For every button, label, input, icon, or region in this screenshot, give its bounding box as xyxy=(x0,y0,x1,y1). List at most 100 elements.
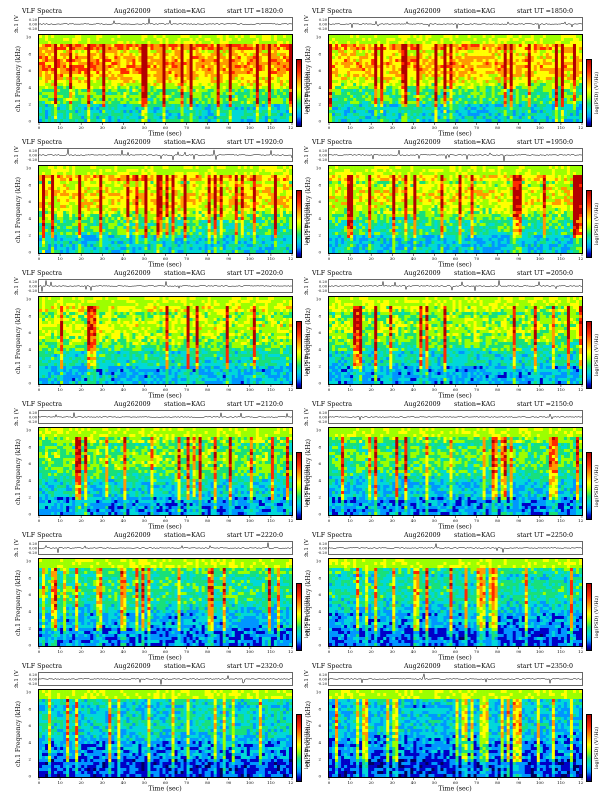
spectrogram-cell xyxy=(48,95,52,99)
spectrogram-cell xyxy=(395,56,399,60)
spectrogram-cell xyxy=(332,92,336,96)
spectrogram-cell xyxy=(572,56,577,60)
spectrogram-cell xyxy=(389,107,393,111)
spectrogram-cell xyxy=(464,68,468,72)
spectrogram-cell xyxy=(105,68,109,72)
spectrogram-cell xyxy=(153,113,157,117)
spectrogram-cell xyxy=(165,86,169,90)
spectrogram-cell xyxy=(446,77,450,81)
spectrogram-cell xyxy=(434,56,438,60)
spectrogram-cell xyxy=(219,38,224,42)
spectrogram-cell xyxy=(557,110,562,114)
spectrogram-cell xyxy=(162,119,166,122)
spectrogram-cell xyxy=(347,74,351,78)
spectrogram-cell xyxy=(347,80,351,84)
spectrogram-cell xyxy=(135,65,139,69)
spectrogram-cell xyxy=(63,89,67,93)
spectrogram-cell xyxy=(123,92,127,96)
spectrogram-cell xyxy=(237,83,242,87)
spectrogram-cell xyxy=(237,65,242,69)
spectrogram-cell xyxy=(332,80,336,84)
spectrogram-cell xyxy=(273,113,278,117)
spectrogram-cell xyxy=(419,56,423,60)
spectrogram-cell xyxy=(258,113,263,117)
spectrogram-cell xyxy=(452,68,456,72)
spectrogram-cell xyxy=(515,98,520,102)
spectrogram-cell xyxy=(261,53,266,57)
spectrogram-cell xyxy=(69,92,73,96)
x-tick-label: 50 xyxy=(432,125,438,130)
spectrogram-cell xyxy=(117,77,121,81)
spectrogram-cell xyxy=(222,62,227,66)
spectrogram-cell xyxy=(264,110,269,114)
spectrogram-cell xyxy=(512,74,517,78)
spectrogram-cell xyxy=(288,83,292,87)
spectrogram-cell xyxy=(455,77,459,81)
spectrogram-cell xyxy=(51,86,55,90)
spectrogram-cell xyxy=(536,89,541,93)
spectrogram-cell xyxy=(120,41,124,45)
spectrogram-cell xyxy=(455,101,459,105)
spectrogram-cell xyxy=(153,80,157,84)
spectrogram-cell xyxy=(72,74,76,78)
spectrogram-cell xyxy=(111,44,115,48)
spectrogram-cell xyxy=(234,38,239,42)
colorbar xyxy=(296,59,302,127)
spectrogram-cell xyxy=(252,92,257,96)
spectrogram-cell xyxy=(452,86,456,90)
spectrogram-cell xyxy=(536,116,541,120)
spectrogram-cell xyxy=(371,53,375,57)
spectrogram-cell xyxy=(551,98,556,102)
spectrogram-cell xyxy=(168,86,172,90)
spectrogram-cell xyxy=(359,38,363,42)
spectrogram-cell xyxy=(198,47,202,51)
spectrogram-cell xyxy=(90,86,94,90)
spectrogram-cell xyxy=(240,41,245,45)
spectrogram-cell xyxy=(452,110,456,114)
spectrogram-cell xyxy=(129,119,133,122)
spectrogram-cell xyxy=(144,95,148,99)
spectrogram-cell xyxy=(54,95,58,99)
spectrogram-cell xyxy=(461,77,465,81)
spectrogram-cell xyxy=(123,35,127,39)
spectrogram-cell xyxy=(222,44,227,48)
spectrogram-cell xyxy=(368,59,372,63)
wave-ylabel: ch.1 (V) xyxy=(303,15,310,33)
spectrogram-cell xyxy=(341,113,345,117)
spectrogram-cell xyxy=(521,59,526,63)
spectrogram-cell xyxy=(362,62,366,66)
spectrogram-cell xyxy=(222,47,227,51)
spectrogram-cell xyxy=(560,65,565,69)
spectrogram-cell xyxy=(560,44,565,48)
spectrogram-cell xyxy=(389,53,393,57)
spectrogram-cell xyxy=(449,74,453,78)
spectrogram-cell xyxy=(237,71,242,75)
spectrogram-cell xyxy=(273,116,278,120)
spectrogram-cell xyxy=(90,38,94,42)
spectrogram-cell xyxy=(527,71,532,75)
spectrogram-cell xyxy=(383,98,387,102)
spectrogram-cell xyxy=(243,98,248,102)
spectrogram-cell xyxy=(341,68,345,72)
spectrogram-cell xyxy=(536,113,541,117)
spectrogram-cell xyxy=(359,65,363,69)
spectrogram-cell xyxy=(228,80,233,84)
spectrogram-cell xyxy=(500,77,504,81)
spectrogram-cell xyxy=(285,95,290,99)
spectrogram-cell xyxy=(548,71,553,75)
spectrogram-cell xyxy=(39,113,43,117)
spectrogram-cell xyxy=(449,113,453,117)
spectrogram-cell xyxy=(234,101,239,105)
spectrogram-cell xyxy=(470,107,474,111)
spectrogram-cell xyxy=(165,59,169,63)
spectrogram-cell xyxy=(560,56,565,60)
spectrogram-cell xyxy=(111,47,115,51)
freq-ylabel-text: ch.1 Frequency (kHz) xyxy=(305,46,312,112)
spectrogram-cell xyxy=(494,86,498,90)
spectrogram-cell xyxy=(162,56,166,60)
spectrogram-cell xyxy=(419,71,423,75)
spectrogram-cell xyxy=(566,95,571,99)
spectrogram-cell xyxy=(548,113,553,117)
spectrogram-cell xyxy=(48,98,52,102)
spectrogram-cell xyxy=(66,77,70,81)
